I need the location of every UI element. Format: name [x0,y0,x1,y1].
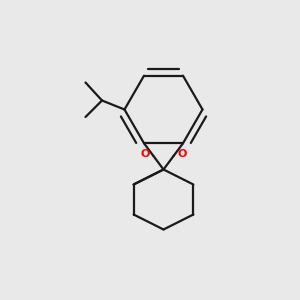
Text: O: O [177,149,187,159]
Text: O: O [140,149,150,159]
